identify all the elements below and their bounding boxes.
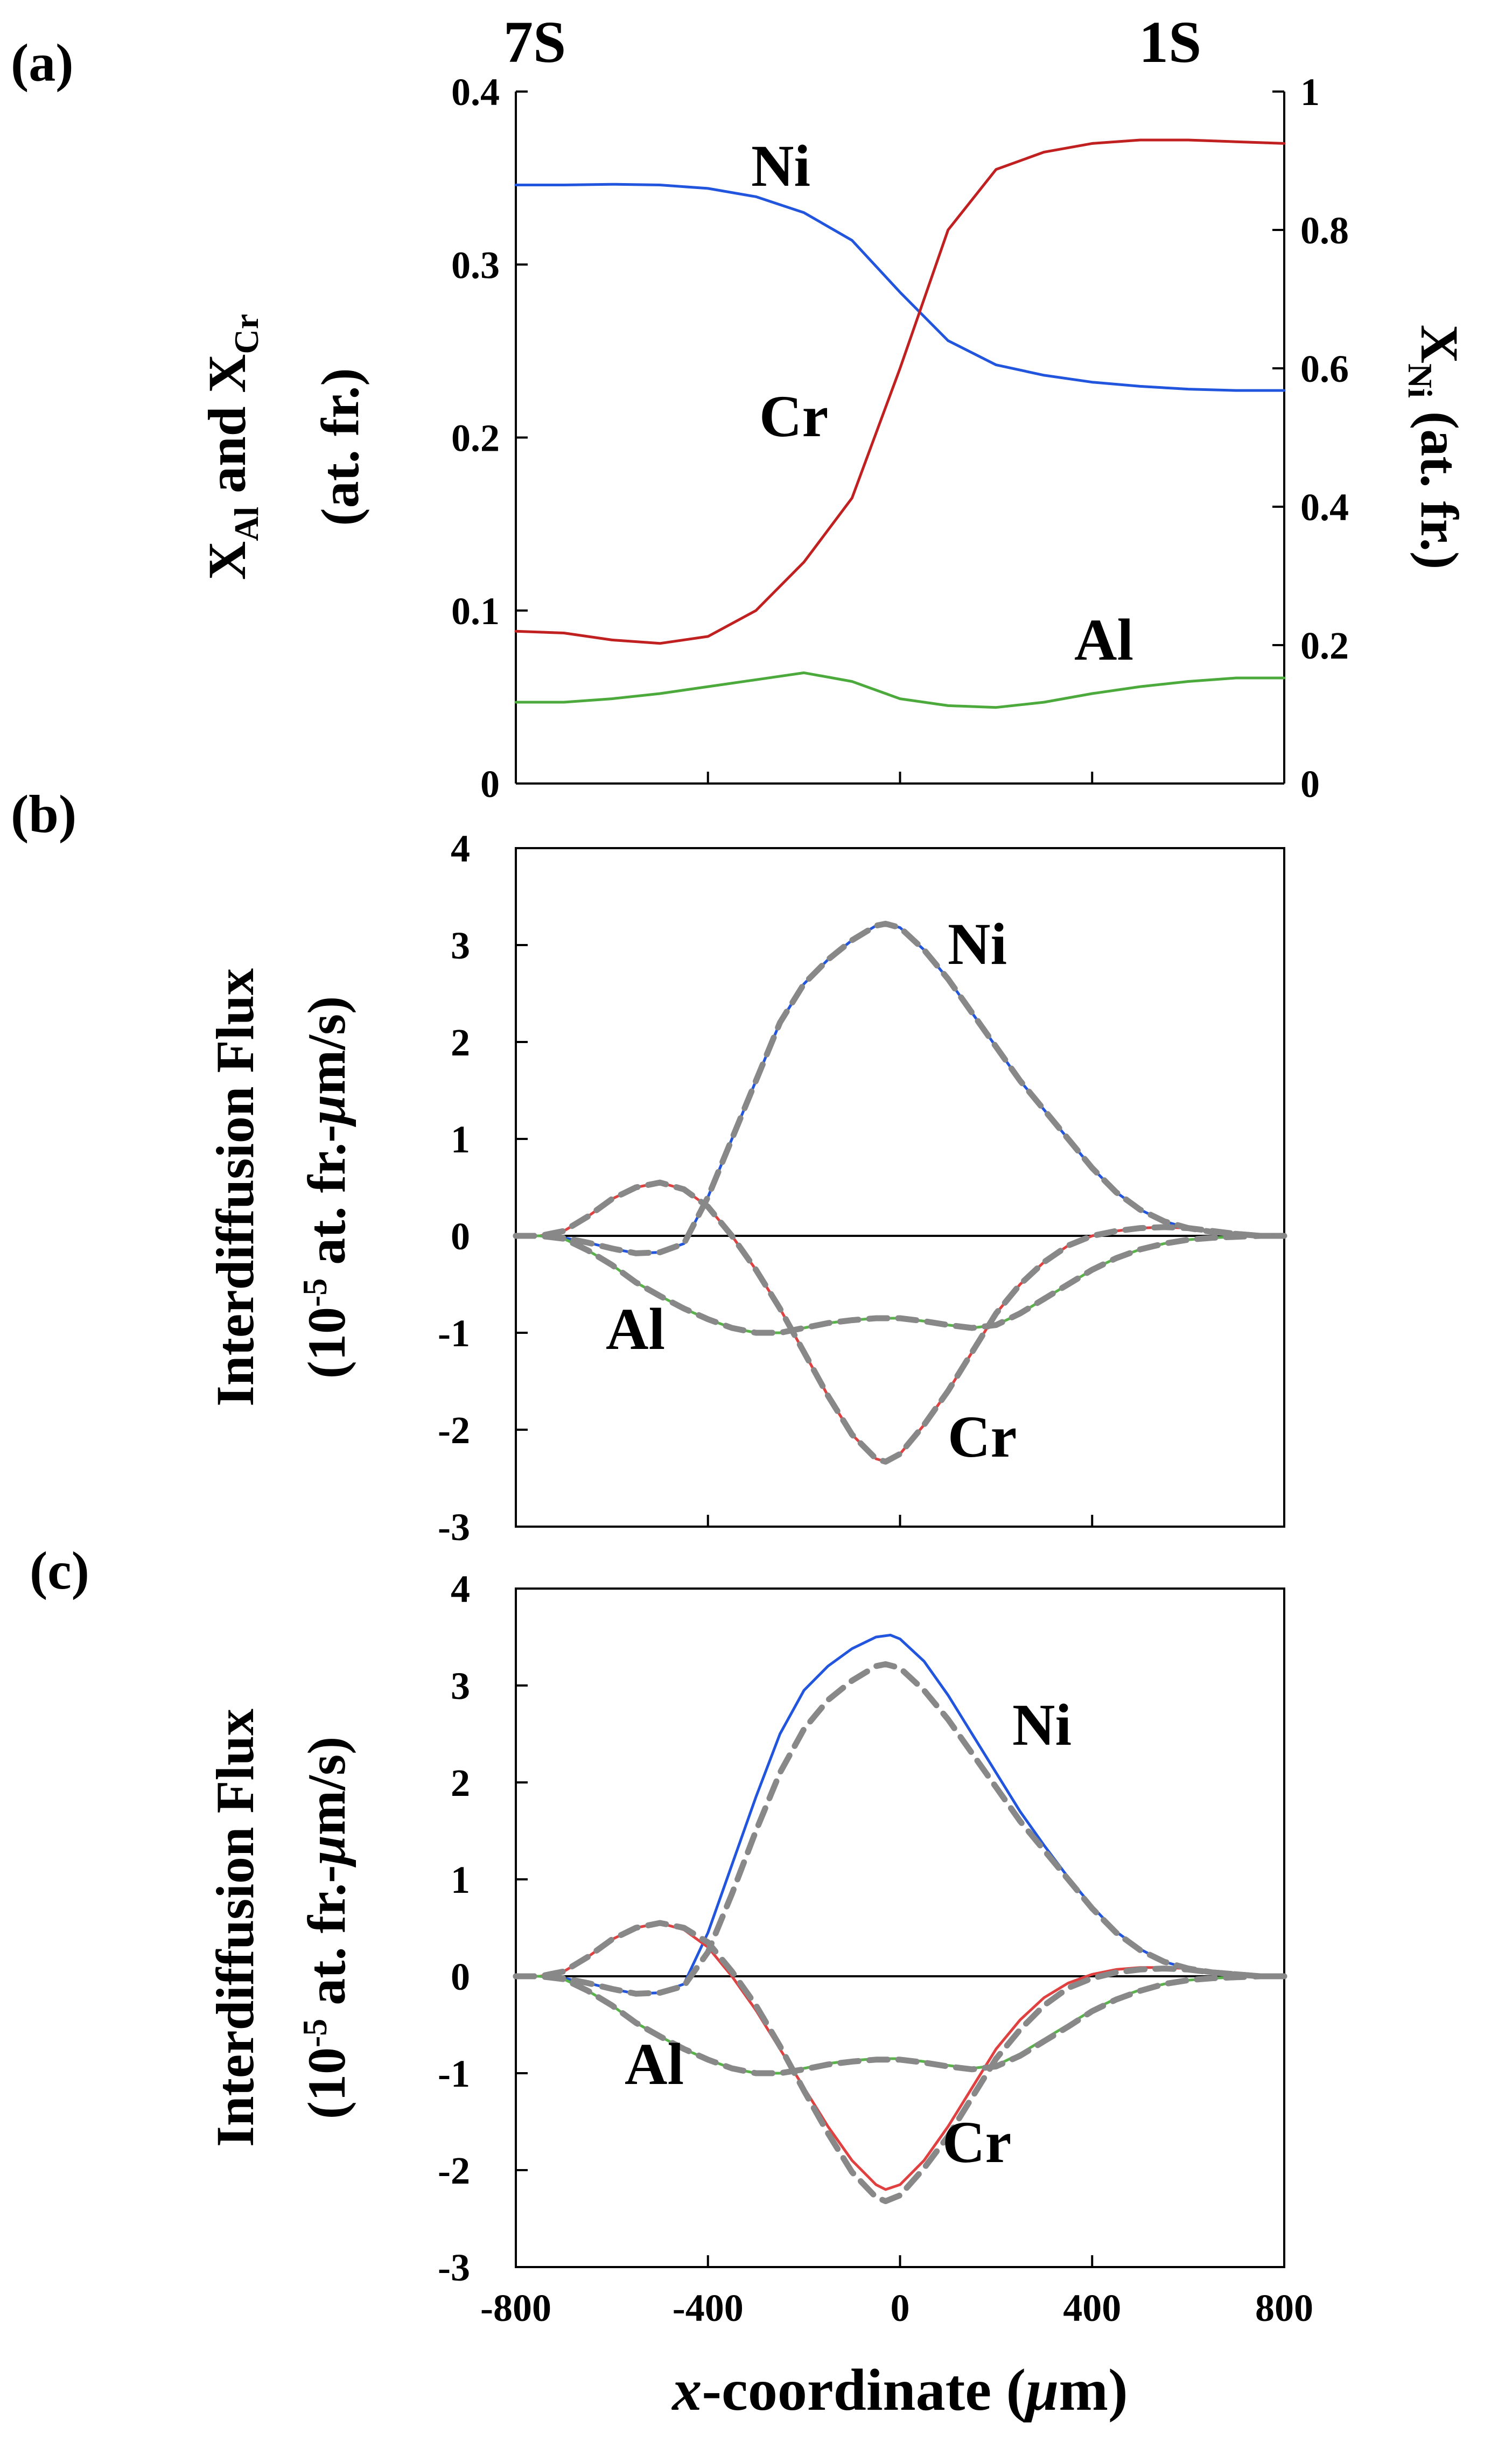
a-series-al <box>514 671 1286 709</box>
c-y-tick-label: -3 <box>438 2246 470 2289</box>
b-ylabel-end: m/s) <box>297 996 356 1095</box>
a-ylabel-sub-cr: Cr <box>227 314 265 354</box>
a-ylabel-sub-al: Al <box>227 507 265 541</box>
c-x-tick-label: 0 <box>891 2286 910 2330</box>
c-y-tick-label: 3 <box>451 1664 470 1708</box>
c-xlabel-italic: x <box>671 2357 702 2423</box>
a-y2-tick-label: 0.6 <box>1300 347 1349 390</box>
b-y-tick-label: 4 <box>451 827 470 870</box>
a-series-label-al: Al <box>1074 607 1133 673</box>
b-series-label-al: Al <box>606 1296 665 1362</box>
b-ylabel-sup: -5 <box>296 1278 334 1307</box>
b-series-label-ni: Ni <box>948 911 1007 977</box>
a-y-tick-label: 0.2 <box>451 417 500 460</box>
c-series-label-ni: Ni <box>1012 1692 1072 1758</box>
c-y-tick-label: -2 <box>438 2149 470 2192</box>
a-series-ni <box>514 183 1286 392</box>
c-ylabel-open: (10 <box>297 2047 356 2119</box>
b-ylabel-line1: Interdiffusion Flux <box>205 968 265 1407</box>
c-y-tick-label: 2 <box>451 1761 470 1804</box>
c-ylabel-sup: -5 <box>296 2019 334 2047</box>
c-series-al-fit <box>513 1973 1287 2076</box>
b-ylabel-line2: (10-5 at. fr.-μm/s) <box>296 996 356 1379</box>
a-y2-tick-label: 0 <box>1300 763 1320 806</box>
c-ylabel-line1: Interdiffusion Flux <box>205 1709 265 2147</box>
a-y-tick-label: 0.4 <box>451 71 500 114</box>
b-y-tick-label: 2 <box>451 1021 470 1064</box>
a-ylabel-line2: (at. fr.) <box>310 368 370 526</box>
b-ylabel-open: (10 <box>297 1307 356 1379</box>
a-series-cr <box>514 138 1286 645</box>
edge-label-7s: 7S <box>503 9 566 75</box>
c-x-tick-label: 400 <box>1063 2286 1121 2330</box>
c-ylabel-units: at. fr.- <box>297 1865 356 2019</box>
c-x-tick-label: -400 <box>673 2286 744 2330</box>
a-y2label-x: X <box>1410 325 1469 363</box>
b-y-tick-label: 3 <box>451 924 470 967</box>
c-series-ni-fit <box>513 1661 1287 1997</box>
b-y-tick-label: -3 <box>438 1506 470 1549</box>
b-series-label-cr: Cr <box>948 1404 1017 1470</box>
b-series-al-fit <box>513 1233 1287 1336</box>
c-ylabel-mu: μ <box>297 1835 356 1868</box>
c-series-cr-fit <box>513 1920 1287 2205</box>
b-y-tick-label: -2 <box>438 1409 470 1452</box>
c-y-tick-label: 1 <box>451 1858 470 1901</box>
c-series-label-cr: Cr <box>942 2109 1011 2175</box>
a-series-label-ni: Ni <box>751 133 810 199</box>
c-ylabel-end: m/s) <box>297 1737 356 1835</box>
c-xlabel-rest: -coordinate ( <box>702 2357 1026 2423</box>
c-series-label-al: Al <box>625 2031 684 2097</box>
a-y2-tick-label: 0.4 <box>1300 486 1349 529</box>
b-ylabel-mu: μ <box>297 1095 356 1128</box>
a-y2-tick-label: 1 <box>1300 71 1320 114</box>
c-y-tick-label: 0 <box>451 1955 470 1998</box>
panel-label-c: (c) <box>30 1541 89 1600</box>
panel-c: (c) -3 -2 -1 0 1 2 3 4 Interdiffusion Flux (10-5 a… <box>30 1541 1313 2423</box>
a-ylabel-line1: XAl and XCr <box>197 314 265 580</box>
c-xlabel-end: m) <box>1059 2357 1128 2423</box>
b-series-ni-fit <box>513 920 1287 1256</box>
a-y-tick-label: 0.1 <box>451 590 500 633</box>
b-y-tick-label: 0 <box>451 1215 470 1258</box>
b-ylabel-units: at. fr.- <box>297 1125 356 1278</box>
b-y-tick-label: -1 <box>438 1312 470 1355</box>
a-y-tick-label: 0 <box>480 763 500 806</box>
panel-b: (b) -3 -2 -1 0 1 2 3 4 Interdiffusion Flux (10-5 a… <box>11 784 1287 1549</box>
a-y-tick-label: 0.3 <box>451 243 500 286</box>
a-series-label-cr: Cr <box>759 383 828 449</box>
a-y2label-sub-ni: Ni <box>1401 363 1439 398</box>
c-xlabel: x-coordinate (μm) <box>671 2357 1128 2423</box>
c-x-tick-label: -800 <box>480 2286 551 2330</box>
a-y2-tick-label: 0.2 <box>1300 624 1349 667</box>
c-series-ni <box>514 1633 1286 1995</box>
a-ylabel-x: X <box>197 541 257 580</box>
b-y-tick-label: 1 <box>451 1118 470 1161</box>
panel-label-a: (a) <box>11 33 74 93</box>
a-y2label-rest: (at. fr.) <box>1410 398 1469 569</box>
b-series-cr-fit <box>513 1179 1287 1465</box>
c-xlabel-mu: μ <box>1023 2357 1059 2423</box>
edge-label-1s: 1S <box>1139 9 1201 75</box>
a-y2-tick-label: 0.8 <box>1300 209 1349 252</box>
c-x-tick-label: 800 <box>1255 2286 1313 2330</box>
b-series-ni <box>514 922 1286 1255</box>
c-ylabel-line2: (10-5 at. fr.-μm/s) <box>296 1737 356 2120</box>
a-y2label: XNi (at. fr.) <box>1401 325 1469 570</box>
c-y-tick-label: 4 <box>451 1568 470 1611</box>
c-y-tick-label: -1 <box>438 2052 470 2095</box>
a-ylabel-and: and X <box>197 354 257 506</box>
panel-label-b: (b) <box>11 784 76 844</box>
